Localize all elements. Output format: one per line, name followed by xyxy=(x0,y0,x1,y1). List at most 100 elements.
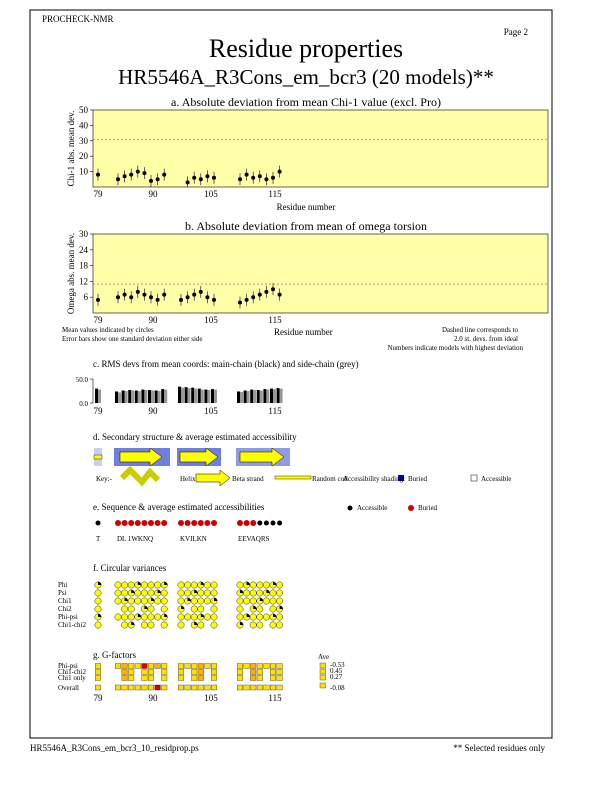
mean-marker xyxy=(129,172,134,177)
note: Numbers indicate models with highest dev… xyxy=(387,344,523,352)
y-tick-label: 30 xyxy=(79,136,89,146)
variance-dial xyxy=(269,589,277,597)
variance-dial xyxy=(177,613,185,621)
variance-dial xyxy=(203,613,211,621)
note: Error bars show one standard deviation e… xyxy=(62,335,203,343)
panel-title: g. G-factors xyxy=(93,650,136,660)
x-tick-label: 79 xyxy=(94,189,104,199)
variance-sector xyxy=(194,621,198,625)
mean-marker xyxy=(135,289,140,294)
g-factor-cell xyxy=(121,669,128,675)
variance-dial xyxy=(256,605,264,613)
g-factor-cell xyxy=(211,684,217,691)
g-factor-cell xyxy=(148,675,154,681)
ave: -0.08 xyxy=(330,684,345,692)
row-label: Chi1-chi2 xyxy=(58,621,86,629)
variance-dial xyxy=(190,613,198,621)
variance-dial xyxy=(276,621,283,629)
variance-sector xyxy=(259,597,263,601)
key-label: Beta strand xyxy=(232,475,264,483)
side-chain-bar xyxy=(124,391,128,403)
variance-sector xyxy=(157,589,161,593)
side-chain-bar xyxy=(194,388,198,403)
g-factor-cell xyxy=(161,669,168,675)
buried-marker xyxy=(154,520,161,526)
buried-marker xyxy=(115,520,121,526)
sequence: EEVAQRS xyxy=(238,535,269,543)
mean-marker xyxy=(162,292,167,297)
variance-dial xyxy=(154,597,162,605)
g-factor-cell xyxy=(115,663,121,669)
variance-dial xyxy=(276,597,283,605)
main-chain-bar xyxy=(121,390,125,403)
side-chain-bar xyxy=(164,389,168,403)
variance-sector xyxy=(131,589,135,593)
variance-dial xyxy=(210,621,218,629)
variance-dial xyxy=(276,589,283,597)
x-tick-label: 79 xyxy=(94,693,104,703)
variance-dial xyxy=(249,581,257,589)
buried-marker xyxy=(134,520,141,526)
variance-sector xyxy=(273,613,277,617)
mean-marker xyxy=(142,171,147,176)
mean-marker xyxy=(244,297,249,302)
variance-dial xyxy=(190,597,198,605)
variance-dial xyxy=(134,589,142,597)
g-factor-cell xyxy=(243,684,250,691)
g-factor-cell xyxy=(250,675,257,681)
variance-sector xyxy=(98,581,102,585)
g-factor-cell xyxy=(95,675,101,681)
ave: -0.53 xyxy=(330,661,345,669)
g-factor-cell xyxy=(256,669,263,675)
variance-dial xyxy=(127,581,135,589)
variance-dial xyxy=(154,613,162,621)
g-factor-cell xyxy=(263,684,270,691)
note: Mean values indicated by circles xyxy=(62,326,154,334)
g-factor-cell xyxy=(250,663,257,669)
variance-dial xyxy=(203,581,211,589)
variance-dial xyxy=(94,621,102,629)
variance-dial xyxy=(177,597,185,605)
variance-dial xyxy=(121,605,129,613)
main-chain-bar xyxy=(148,390,151,403)
g-factor-cell xyxy=(121,684,128,691)
main-chain-bar xyxy=(276,388,280,403)
row-label: Phi xyxy=(58,581,67,589)
buried-marker xyxy=(161,520,168,526)
g-factor-cell xyxy=(276,684,283,691)
mean-marker xyxy=(179,297,183,302)
row-label: Chi2 xyxy=(58,605,72,613)
g-factor-cell xyxy=(178,669,184,675)
variance-sector xyxy=(137,613,141,617)
variance-sector xyxy=(273,581,277,585)
ave-cell xyxy=(319,674,326,681)
side-chain-bar xyxy=(118,392,121,403)
g-factor-cell xyxy=(270,675,276,681)
variance-dial xyxy=(154,581,162,589)
g-factor-cell xyxy=(128,669,135,675)
variance-dial xyxy=(147,613,155,621)
g-factor-cell xyxy=(161,675,168,681)
sequence: KVILKN xyxy=(180,535,207,543)
g-factor-cell xyxy=(191,684,198,691)
y-tick-label: 18 xyxy=(79,261,89,271)
variance-dial xyxy=(190,581,198,589)
ave-cell xyxy=(319,662,326,669)
buried-marker xyxy=(237,520,243,526)
variance-dial xyxy=(147,605,155,613)
g-factor-cell xyxy=(237,669,243,675)
mean-marker xyxy=(185,295,190,300)
main-chain-bar xyxy=(237,391,240,403)
variance-sector xyxy=(266,589,270,593)
variance-dial xyxy=(114,589,122,597)
variance-dial xyxy=(197,589,205,597)
variance-dial xyxy=(177,621,185,629)
side-chain-bar xyxy=(266,389,270,403)
side-chain-bar xyxy=(131,390,135,403)
g-factor-cell xyxy=(270,669,276,675)
mean-marker xyxy=(271,287,275,292)
side-chain-bar xyxy=(273,389,276,403)
main-chain-bar xyxy=(211,389,214,403)
page-number: Page 2 xyxy=(504,27,528,37)
sequence: T xyxy=(96,535,101,543)
